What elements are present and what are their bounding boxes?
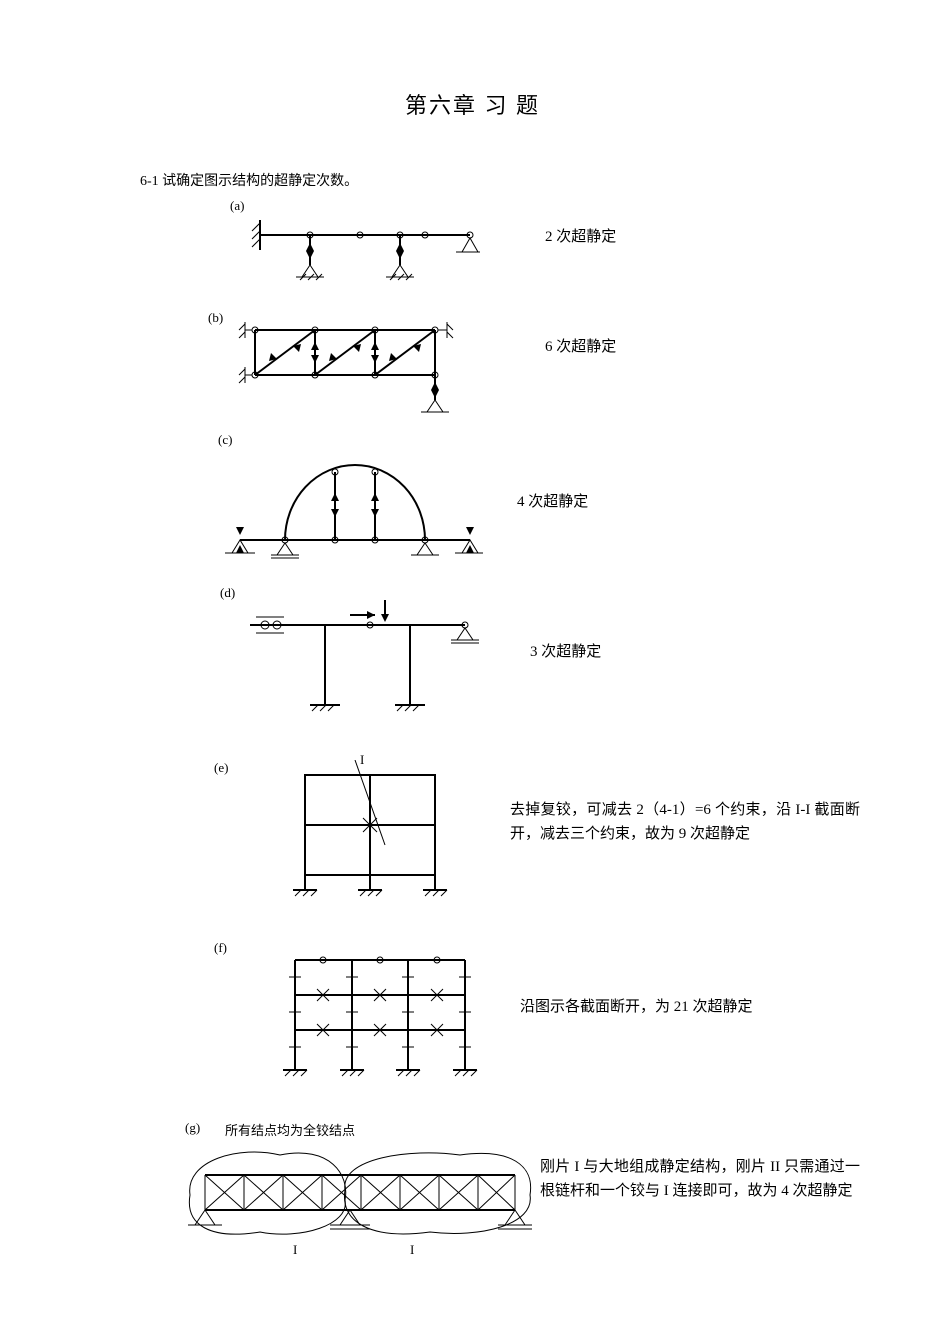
answer-a: 2 次超静定 — [545, 225, 616, 246]
label-b: (b) — [208, 310, 223, 326]
answer-c: 4 次超静定 — [517, 490, 588, 511]
mark-g-right: I — [410, 1242, 414, 1258]
answer-e: 去掉复铰，可减去 2（4-1）=6 个约束，沿 I-I 截面断开，减去三个约束，… — [510, 798, 860, 846]
answer-d: 3 次超静定 — [530, 640, 601, 661]
answer-f: 沿图示各截面断开，为 21 次超静定 — [520, 995, 753, 1016]
answer-g: 刚片 I 与大地组成静定结构，刚片 II 只需通过一根链杆和一个铰与 I 连接即… — [540, 1155, 860, 1203]
label-a: (a) — [230, 198, 244, 214]
mark-g-left: I — [293, 1242, 297, 1258]
chapter-title: 第六章 习 题 — [0, 88, 945, 120]
figure-e — [285, 760, 475, 910]
label-e: (e) — [214, 760, 228, 776]
label-d: (d) — [220, 585, 235, 601]
figure-d — [240, 595, 480, 725]
label-f: (f) — [214, 940, 227, 956]
figure-b — [235, 310, 495, 420]
figure-c — [225, 445, 485, 565]
figure-g — [180, 1140, 540, 1260]
section-mark-e-top: I — [360, 752, 364, 768]
page: 第六章 习 题 6-1 试确定图示结构的超静定次数。 (a) — [0, 0, 945, 1337]
figure-f — [275, 945, 485, 1095]
label-g: (g) — [185, 1120, 200, 1136]
figure-a — [250, 215, 480, 285]
answer-b: 6 次超静定 — [545, 335, 616, 356]
note-g: 所有结点均为全铰结点 — [225, 1120, 355, 1139]
question-6-1: 6-1 试确定图示结构的超静定次数。 — [140, 170, 358, 190]
